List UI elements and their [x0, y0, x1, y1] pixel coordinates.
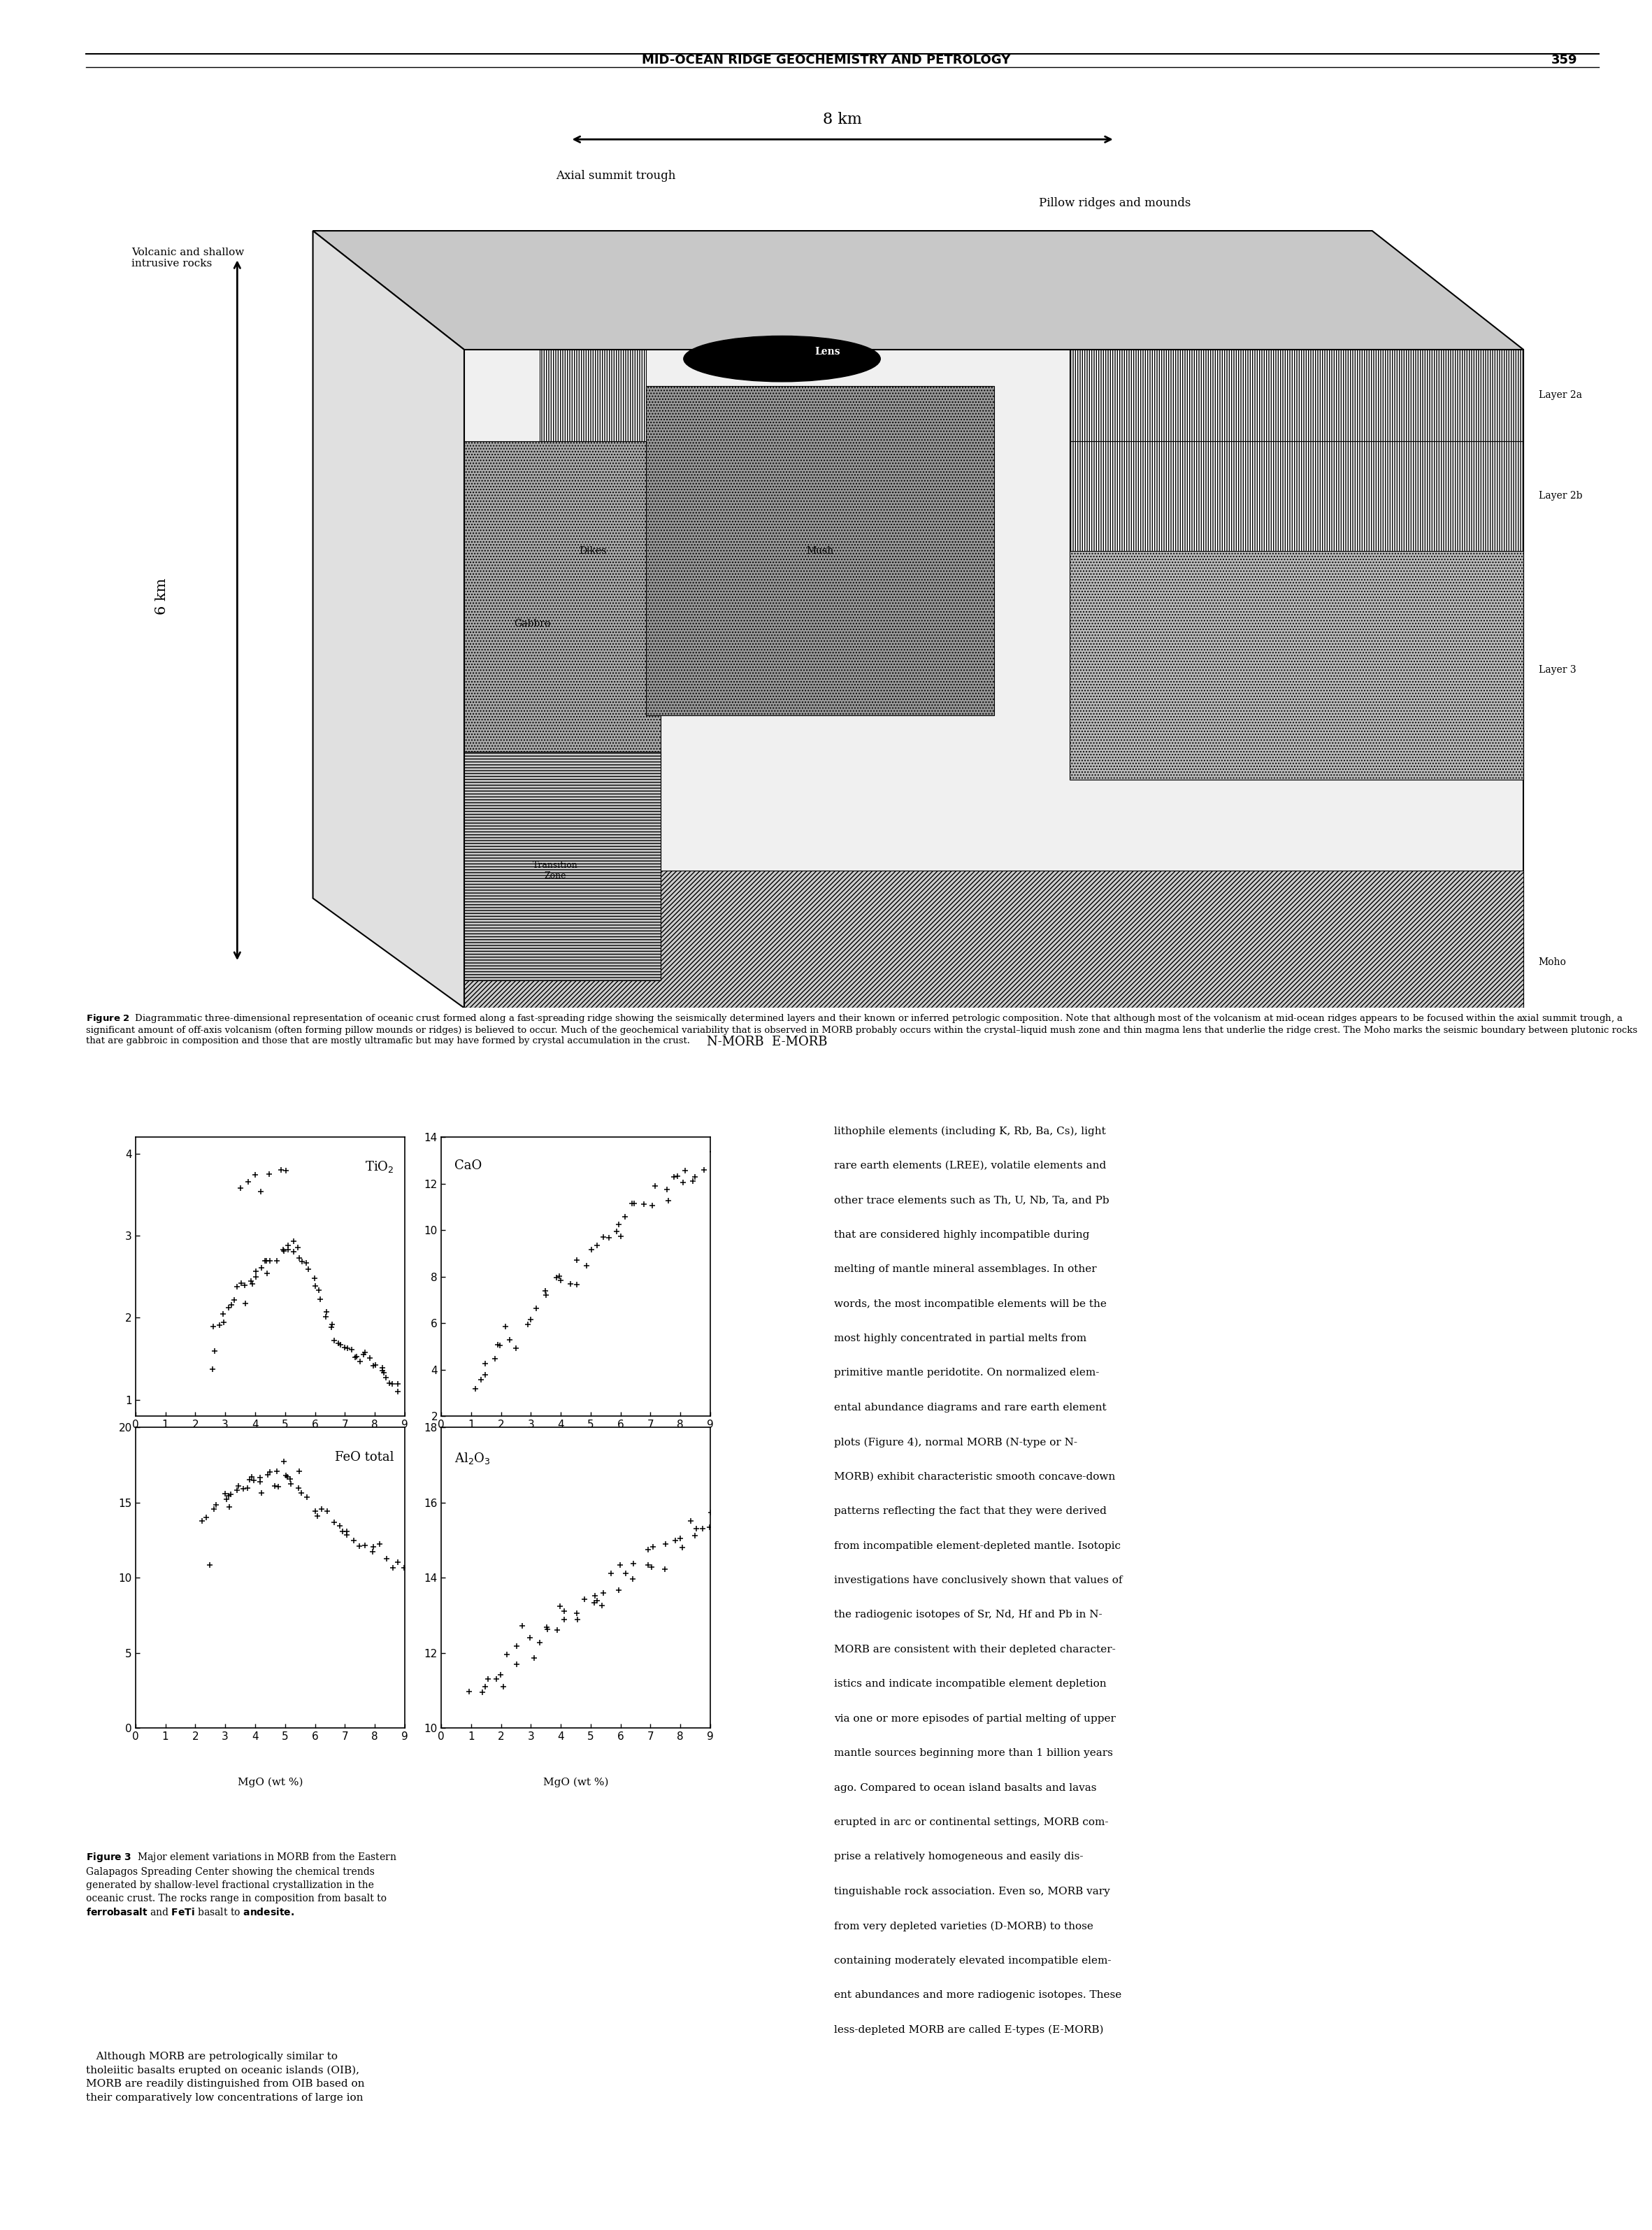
Ellipse shape: [684, 337, 881, 381]
Text: TiO$_2$: TiO$_2$: [365, 1160, 393, 1175]
Polygon shape: [312, 230, 464, 1008]
Text: MORB are consistent with their depleted character-: MORB are consistent with their depleted …: [834, 1646, 1115, 1655]
Text: istics and indicate incompatible element depletion: istics and indicate incompatible element…: [834, 1679, 1107, 1688]
Text: ental abundance diagrams and rare earth element: ental abundance diagrams and rare earth …: [834, 1403, 1107, 1412]
Text: Al$_2$O$_3$: Al$_2$O$_3$: [454, 1452, 491, 1465]
Text: ago. Compared to ocean island basalts and lavas: ago. Compared to ocean island basalts an…: [834, 1784, 1097, 1793]
Text: from very depleted varieties (D-MORB) to those: from very depleted varieties (D-MORB) to…: [834, 1920, 1094, 1931]
Text: less-depleted MORB are called E-types (E-MORB): less-depleted MORB are called E-types (E…: [834, 2025, 1104, 2036]
Text: Layer 2b: Layer 2b: [1538, 491, 1583, 502]
Polygon shape: [464, 442, 661, 981]
Text: from incompatible element-depleted mantle. Isotopic: from incompatible element-depleted mantl…: [834, 1541, 1122, 1550]
Polygon shape: [1069, 551, 1523, 780]
Polygon shape: [464, 870, 1523, 1008]
Text: Transition
Zone: Transition Zone: [532, 861, 578, 881]
Polygon shape: [1069, 350, 1523, 442]
Text: Layer 3: Layer 3: [1538, 665, 1576, 673]
Text: FeO total: FeO total: [335, 1452, 393, 1463]
Text: $\mathbf{Figure\ 2}$  Diagrammatic three-dimensional representation of oceanic c: $\mathbf{Figure\ 2}$ Diagrammatic three-…: [86, 1012, 1637, 1046]
Text: most highly concentrated in partial melts from: most highly concentrated in partial melt…: [834, 1334, 1087, 1342]
Text: erupted in arc or continental settings, MORB com-: erupted in arc or continental settings, …: [834, 1817, 1108, 1826]
Text: Dikes: Dikes: [580, 546, 606, 555]
Text: Gabbro: Gabbro: [514, 620, 550, 629]
Text: Axial summit trough: Axial summit trough: [555, 169, 676, 183]
Polygon shape: [540, 350, 646, 843]
Text: melting of mantle mineral assemblages. In other: melting of mantle mineral assemblages. I…: [834, 1264, 1097, 1273]
Polygon shape: [646, 386, 995, 716]
Text: 359: 359: [1551, 54, 1578, 67]
Text: MgO (wt %): MgO (wt %): [544, 1777, 608, 1788]
Text: Lens: Lens: [814, 346, 841, 357]
Text: investigations have conclusively shown that values of: investigations have conclusively shown t…: [834, 1574, 1123, 1586]
Text: Volcanic and shallow
intrusive rocks: Volcanic and shallow intrusive rocks: [131, 248, 244, 270]
Polygon shape: [312, 230, 1523, 350]
Text: primitive mantle peridotite. On normalized elem-: primitive mantle peridotite. On normaliz…: [834, 1367, 1100, 1378]
Text: mantle sources beginning more than 1 billion years: mantle sources beginning more than 1 bil…: [834, 1748, 1113, 1757]
Text: N-MORB  E-MORB: N-MORB E-MORB: [707, 1035, 828, 1048]
Text: Mush: Mush: [806, 546, 834, 555]
Polygon shape: [464, 752, 661, 981]
Text: MID-OCEAN RIDGE GEOCHEMISTRY AND PETROLOGY: MID-OCEAN RIDGE GEOCHEMISTRY AND PETROLO…: [641, 54, 1011, 67]
Text: that are considered highly incompatible during: that are considered highly incompatible …: [834, 1231, 1090, 1240]
Text: Although MORB are petrologically similar to
tholeiitic basalts erupted on oceani: Although MORB are petrologically similar…: [86, 2052, 365, 2103]
Text: ent abundances and more radiogenic isotopes. These: ent abundances and more radiogenic isoto…: [834, 1991, 1122, 2000]
Text: MgO (wt %): MgO (wt %): [238, 1777, 302, 1788]
Text: lithophile elements (including K, Rb, Ba, Cs), light: lithophile elements (including K, Rb, Ba…: [834, 1126, 1107, 1137]
Text: MORB) exhibit characteristic smooth concave-down: MORB) exhibit characteristic smooth conc…: [834, 1472, 1115, 1481]
Text: tinguishable rock association. Even so, MORB vary: tinguishable rock association. Even so, …: [834, 1887, 1110, 1895]
Text: Pillow ridges and mounds: Pillow ridges and mounds: [1039, 198, 1191, 210]
Polygon shape: [1069, 442, 1523, 551]
Text: Moho: Moho: [1538, 957, 1566, 968]
Text: 8 km: 8 km: [823, 112, 862, 127]
Text: via one or more episodes of partial melting of upper: via one or more episodes of partial melt…: [834, 1715, 1115, 1724]
Text: plots (Figure 4), normal MORB (N-type or N-: plots (Figure 4), normal MORB (N-type or…: [834, 1438, 1077, 1447]
Text: prise a relatively homogeneous and easily dis-: prise a relatively homogeneous and easil…: [834, 1851, 1084, 1862]
Polygon shape: [464, 350, 1523, 1008]
Text: other trace elements such as Th, U, Nb, Ta, and Pb: other trace elements such as Th, U, Nb, …: [834, 1195, 1110, 1204]
Text: CaO: CaO: [454, 1160, 482, 1173]
Text: the radiogenic isotopes of Sr, Nd, Hf and Pb in N-: the radiogenic isotopes of Sr, Nd, Hf an…: [834, 1610, 1102, 1619]
Text: containing moderately elevated incompatible elem-: containing moderately elevated incompati…: [834, 1956, 1112, 1965]
Text: 6 km: 6 km: [155, 578, 169, 615]
Text: patterns reflecting the fact that they were derived: patterns reflecting the fact that they w…: [834, 1507, 1107, 1516]
Text: words, the most incompatible elements will be the: words, the most incompatible elements wi…: [834, 1298, 1107, 1309]
Text: Layer 2a: Layer 2a: [1538, 390, 1583, 399]
Text: $\mathbf{Figure\ 3}$  Major element variations in MORB from the Eastern
Galapago: $\mathbf{Figure\ 3}$ Major element varia…: [86, 1851, 396, 1918]
Text: rare earth elements (LREE), volatile elements and: rare earth elements (LREE), volatile ele…: [834, 1162, 1107, 1171]
